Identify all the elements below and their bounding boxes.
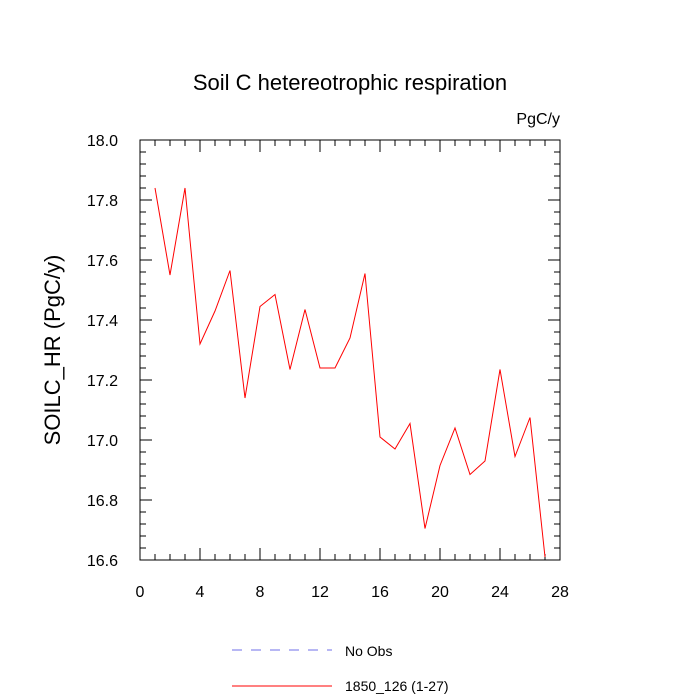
y-tick-label: 17.4 <box>87 313 118 330</box>
units-label: PgC/y <box>516 111 560 128</box>
legend-label-1850-126: 1850_126 (1-27) <box>345 678 449 694</box>
y-tick-label: 17.2 <box>87 373 118 390</box>
x-tick-labels: 0 4 8 12 16 20 24 28 <box>136 584 569 601</box>
series-layer <box>154 187 546 558</box>
y-axis-label: SOILC_HR (PgC/y) <box>40 255 65 446</box>
minor-ticks <box>140 140 560 560</box>
y-tick-label: 17.6 <box>87 253 118 270</box>
x-tick-label: 0 <box>136 584 145 601</box>
major-ticks <box>139 139 561 561</box>
x-tick-label: 24 <box>491 584 509 601</box>
y-tick-label: 16.8 <box>87 493 118 510</box>
x-tick-label: 28 <box>551 584 569 601</box>
x-tick-label: 12 <box>311 584 329 601</box>
y-tick-label: 17.8 <box>87 193 118 210</box>
x-tick-label: 8 <box>256 584 265 601</box>
legend: No Obs 1850_126 (1-27) <box>232 643 449 694</box>
y-tick-label: 17.0 <box>87 433 118 450</box>
x-tick-label: 20 <box>431 584 449 601</box>
plot-frame <box>139 139 561 561</box>
legend-label-no-obs: No Obs <box>345 643 392 659</box>
y-tick-labels: 16.6 16.8 17.0 17.2 17.4 17.6 17.8 18.0 <box>87 133 118 570</box>
chart-title: Soil C hetereotrophic respiration <box>193 70 507 95</box>
y-tick-label: 18.0 <box>87 133 118 150</box>
x-tick-label: 4 <box>196 584 205 601</box>
series-line-1850-126-1-27 <box>154 187 546 558</box>
x-tick-label: 16 <box>371 584 389 601</box>
y-tick-label: 16.6 <box>87 553 118 570</box>
